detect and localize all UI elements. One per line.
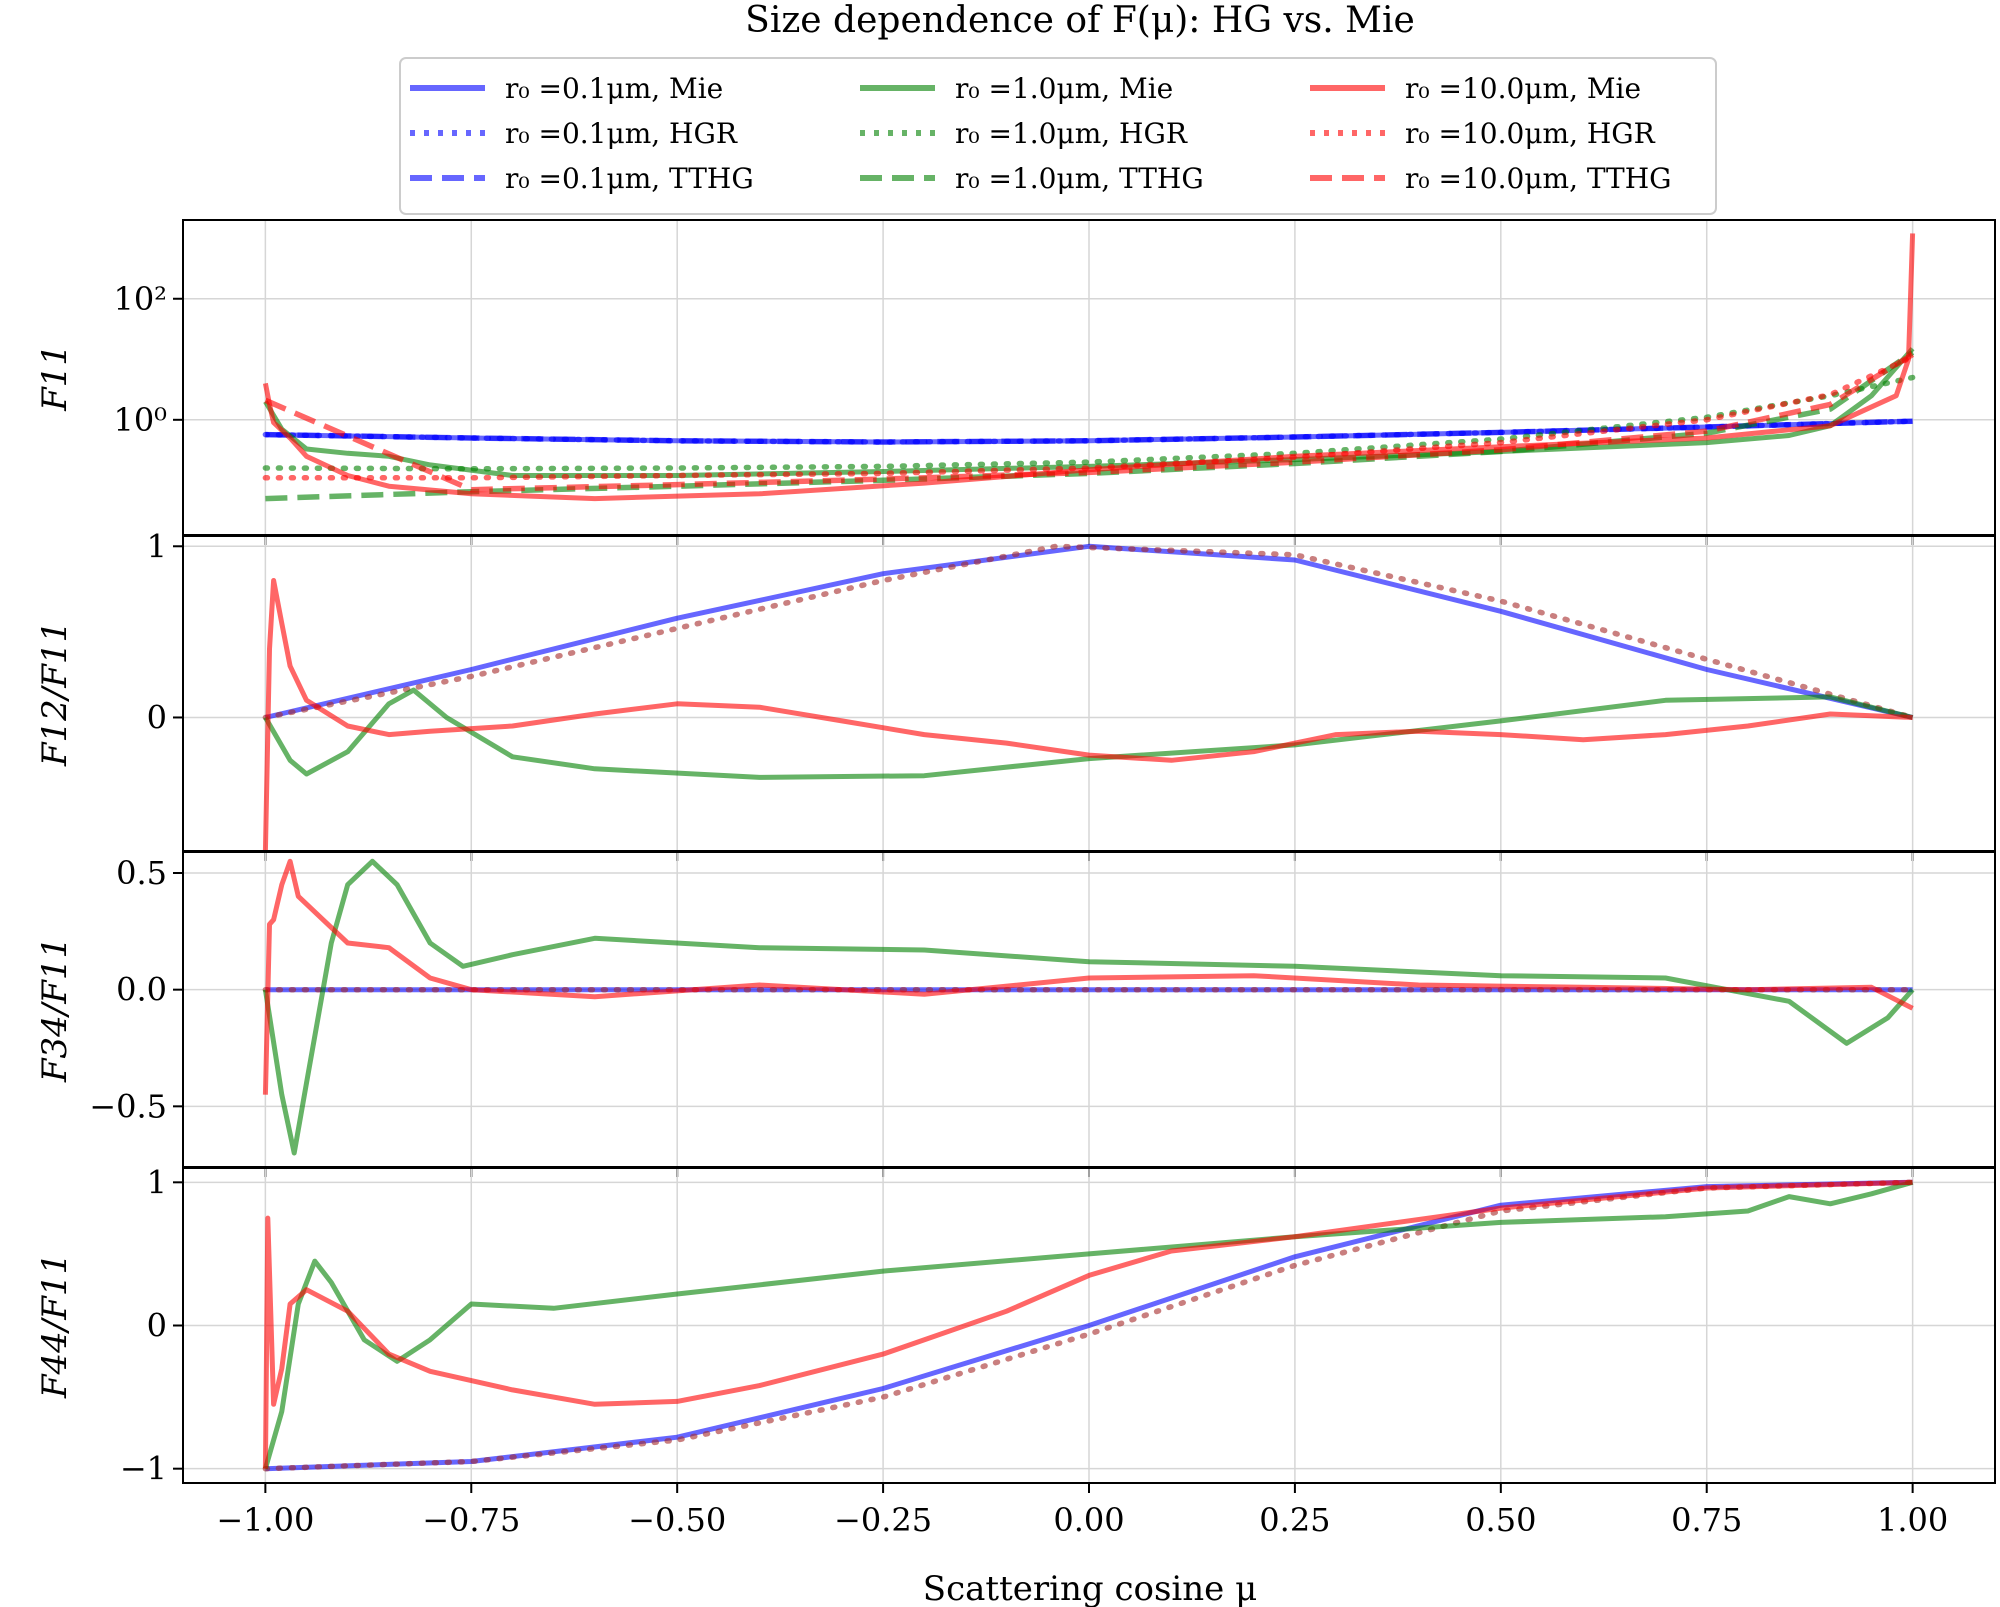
- y-tick-label: 0: [147, 1307, 167, 1345]
- series-group: [262, 543, 1916, 851]
- x-tick-label: 0.50: [1465, 1501, 1536, 1539]
- chart-title: Size dependence of F(μ): HG vs. Mie: [745, 0, 1415, 41]
- series-group: [262, 1179, 1916, 1472]
- series-line: [262, 578, 1913, 851]
- y-axis-label: F34/F11: [35, 937, 75, 1083]
- legend-frame: [399, 57, 1717, 215]
- plot-panels: 10² 10⁰ F11 1 0 F12/F11 0.5 0.0 −0.5 F34/F11 1 0 −1 F…: [35, 219, 1996, 1539]
- legend-label: r₀ =1.0μm, HGR: [955, 117, 1188, 150]
- series-line: [262, 1179, 1914, 1470]
- y-axis-label: F44/F11: [35, 1253, 75, 1399]
- series-line: [263, 346, 1915, 478]
- y-tick-label: 0: [147, 698, 167, 736]
- legend-label: r₀ =1.0μm, TTHG: [955, 162, 1204, 195]
- y-tick-label: 1: [147, 527, 167, 565]
- series-line: [264, 352, 1915, 493]
- series-line: [265, 418, 1913, 445]
- y-tick-label: 10²: [113, 280, 167, 318]
- legend-label: r₀ =0.1μm, TTHG: [505, 162, 754, 195]
- x-axis-label: Scattering cosine μ: [923, 1569, 1257, 1607]
- panel-f34-over-f11: 0.5 0.0 −0.5 F34/F11: [35, 851, 1996, 1177]
- x-tick-label: 0.25: [1259, 1501, 1330, 1539]
- x-tick-label: 0.00: [1053, 1501, 1124, 1539]
- y-axis-label: F12/F11: [35, 621, 75, 767]
- series-line: [262, 354, 1916, 481]
- y-tick-label: 0.5: [116, 854, 167, 892]
- y-tick-label: −0.5: [89, 1087, 167, 1125]
- series-line: [262, 1179, 1913, 1469]
- y-tick-label: 0.0: [116, 971, 167, 1009]
- x-tick-label: −0.75: [422, 1501, 520, 1539]
- series-group: [262, 233, 1916, 502]
- legend: r₀ =0.1μm, Mie r₀ =0.1μm, HGR r₀ =0.1μm, T…: [399, 57, 1717, 215]
- x-tick-label: −1.00: [216, 1501, 314, 1539]
- x-tick-label: 1.00: [1877, 1501, 1948, 1539]
- legend-label: r₀ =10.0μm, HGR: [1405, 117, 1656, 150]
- x-tick-label: −0.25: [834, 1501, 932, 1539]
- series-line: [264, 543, 1914, 720]
- panel-f12-over-f11: 1 0 F12/F11: [35, 527, 1996, 861]
- legend-label: r₀ =0.1μm, Mie: [505, 72, 723, 105]
- panel-f11: 10² 10⁰ F11: [35, 219, 1996, 545]
- legend-label: r₀ =10.0μm, Mie: [1405, 72, 1641, 105]
- legend-label: r₀ =0.1μm, HGR: [505, 117, 738, 150]
- x-tick-label: −0.50: [628, 1501, 726, 1539]
- y-tick-label: −1: [120, 1450, 167, 1488]
- y-tick-label: 10⁰: [113, 401, 167, 439]
- y-tick-label: 1: [147, 1163, 167, 1201]
- panel-f44-over-f11: 1 0 −1 F44/F11 −1.00 −0.75 −0.50 −0.25 0.00 0.25 0…: [35, 1163, 1996, 1539]
- x-tick-label: 0.75: [1671, 1501, 1742, 1539]
- series-line: [262, 543, 1916, 721]
- legend-label: r₀ =1.0μm, Mie: [955, 72, 1173, 105]
- series-line: [262, 858, 1914, 1095]
- series-group: [262, 858, 1916, 1156]
- y-axis-label: F11: [35, 344, 75, 412]
- series-line: [263, 687, 1914, 780]
- series-line: [262, 233, 1916, 502]
- legend-label: r₀ =10.0μm, TTHG: [1405, 162, 1672, 195]
